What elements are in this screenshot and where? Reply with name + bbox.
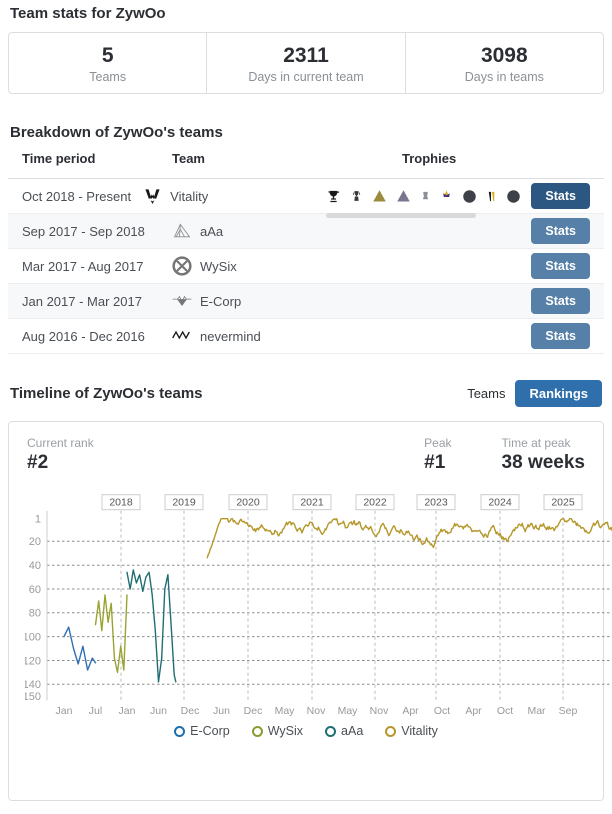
svg-text:24: 24	[562, 716, 574, 718]
svg-text:17: 17	[58, 716, 70, 718]
svg-text:2021: 2021	[300, 497, 324, 509]
svg-text:20: 20	[279, 716, 291, 718]
svg-text:100: 100	[25, 632, 41, 644]
svg-text:2023: 2023	[424, 497, 448, 509]
svg-text:22: 22	[436, 716, 448, 718]
svg-text:20: 20	[310, 716, 322, 718]
svg-text:2020: 2020	[236, 497, 260, 509]
svg-text:40: 40	[29, 560, 41, 572]
svg-text:2019: 2019	[172, 497, 196, 509]
svg-text:18: 18	[121, 716, 133, 718]
svg-text:18: 18	[153, 716, 165, 718]
svg-text:21: 21	[342, 716, 354, 718]
svg-text:120: 120	[25, 655, 41, 667]
svg-text:23: 23	[499, 716, 511, 718]
svg-text:150: 150	[25, 691, 41, 703]
svg-text:19: 19	[216, 716, 228, 718]
svg-text:24: 24	[531, 716, 543, 718]
svg-text:19: 19	[247, 716, 259, 718]
svg-text:2024: 2024	[488, 497, 512, 509]
svg-text:20: 20	[29, 536, 41, 548]
svg-text:21: 21	[373, 716, 385, 718]
svg-text:60: 60	[29, 584, 41, 596]
svg-text:2018: 2018	[109, 497, 133, 509]
svg-text:2025: 2025	[551, 497, 575, 509]
svg-text:23: 23	[468, 716, 480, 718]
svg-text:140: 140	[25, 679, 41, 691]
svg-text:2022: 2022	[363, 497, 387, 509]
svg-text:22: 22	[405, 716, 417, 718]
svg-text:1: 1	[35, 514, 41, 526]
svg-text:17: 17	[90, 716, 102, 718]
svg-text:80: 80	[29, 608, 41, 620]
svg-text:18: 18	[184, 716, 196, 718]
